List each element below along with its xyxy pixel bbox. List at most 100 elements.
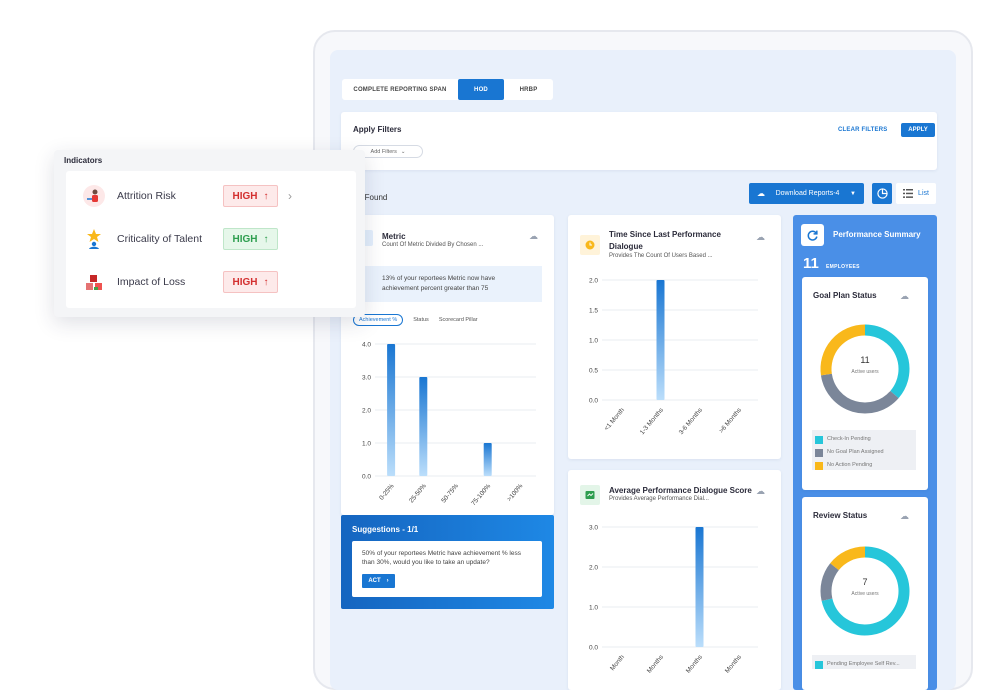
time-subtitle: Provides The Count Of Users Based ... [609,253,713,259]
download-reports-button[interactable]: ☁ Download Reports-4 ▼ [749,183,864,204]
suggestions-title: Suggestions - 1/1 [352,525,419,534]
employee-count-label: EMPLOYEES [826,264,860,270]
act-label: ACT [368,578,381,584]
clear-filters-button[interactable]: CLEAR FILTERS [838,127,888,133]
clock-icon [580,235,600,255]
blocks-icon [86,275,102,290]
y-tick-label: 1.0 [589,338,598,345]
x-tick-label: Months [646,653,666,674]
metric-subtitle: Count Of Metric Divided By Chosen ... [382,242,484,248]
chart-view-button[interactable] [872,183,892,204]
bar[interactable] [656,280,665,400]
legend-item: Check-In Pending [815,433,913,446]
x-tick-label: 0-25% [378,483,396,502]
high-badge: HIGH ↑ [223,185,278,207]
tab-hrbp[interactable]: HRBP [519,86,538,93]
review-status-card: Review Status ☁ 7 Active users Pending E… [802,497,928,690]
bar[interactable] [419,377,428,476]
legend-item: Pending Employee Self Rev... [815,658,913,671]
indicator-criticality-of-talent[interactable]: Criticality of Talent HIGH ↑ [66,219,356,259]
x-tick-label: 75-100% [470,483,492,505]
cloud-download-icon[interactable]: ☁ [756,486,765,496]
time-bar-chart: 0.0 0.5 1.0 1.5 2.0 <1 Month 1-3 Months 3-6 Mon… [589,278,758,436]
review-legend: Pending Employee Self Rev... [812,655,916,669]
metric-tabs: Achievement % Status Scorecard Pillar [353,314,478,326]
review-status-donut [820,546,910,636]
y-tick-label: 2.0 [589,278,598,285]
donut-slice[interactable] [820,324,866,376]
dashboard-screen: COMPLETE REPORTING SPAN HOD HRBP Apply F… [330,50,956,690]
cloud-download-icon[interactable]: ☁ [529,231,538,241]
y-tick-label: 0.0 [362,474,371,481]
y-tick-label: 2.0 [589,565,598,572]
badge-label: HIGH [232,233,258,245]
arrow-up-icon: ↑ [263,233,269,245]
goal-plan-center-label: Active users [851,369,879,375]
y-tick-label: 1.0 [362,441,371,448]
pie-chart-icon [876,188,888,199]
indicators-title: Indicators [64,156,103,165]
chevron-right-icon: › [386,578,389,584]
metric-note: 13% of your reportees Metric now have ac… [356,266,542,302]
legend-item: No Goal Plan Assigned [815,446,913,459]
review-status-title: Review Status [813,511,868,520]
legend-label: No Action Pending [827,462,873,468]
indicator-label: Criticality of Talent [117,233,203,245]
metric-note-text: 13% of your reportees Metric now have ac… [382,275,496,292]
x-tick-label: 1-3 Months [639,406,666,436]
suggestions-panel: Suggestions - 1/1 50% of your reportees … [341,515,554,609]
tab-achievement[interactable]: Achievement % [353,314,404,326]
suggestion-card: 50% of your reportees Metric have achiev… [352,541,542,597]
indicator-label: Attrition Risk [117,190,176,202]
indicator-attrition-risk[interactable]: Attrition Risk HIGH ↑ › [66,176,356,216]
download-reports-label: Download Reports-4 [775,190,840,197]
act-button[interactable]: ACT › [362,574,395,588]
legend-swatch [815,461,823,470]
goal-plan-legend: Check-In Pending No Goal Plan Assigned N… [812,430,916,470]
score-icon [580,485,600,505]
x-tick-label: <1 Month [603,407,626,433]
tab-complete-reporting-span[interactable]: COMPLETE REPORTING SPAN [353,86,447,93]
time-title-line1: Time Since Last Performance [609,230,721,239]
x-tick-label: Months [685,653,705,674]
high-badge: HIGH ↑ [223,271,278,293]
donut-slice[interactable] [820,373,899,414]
add-filters-label: Add Filters [370,148,397,155]
legend-swatch [815,660,823,669]
list-view-button[interactable]: List [896,183,936,204]
refresh-icon [801,224,824,246]
goal-plan-status-card: Goal Plan Status ☁ 11 Active users Check… [802,277,928,490]
bar[interactable] [387,344,396,476]
chevron-down-icon: ⌄ [400,148,406,155]
cloud-download-icon[interactable]: ☁ [900,291,909,301]
donut-slice[interactable] [830,546,866,571]
bar[interactable] [695,527,704,647]
badge-label: HIGH [232,276,258,288]
y-tick-label: 1.5 [589,308,598,315]
goal-plan-donut [820,324,910,414]
x-tick-label: >100% [506,483,525,503]
time-title-line2: Dialogue [609,242,643,251]
indicators-list: Attrition Risk HIGH ↑ › Criticality of T… [66,171,356,308]
arrow-up-icon: ↑ [263,190,269,202]
tab-scorecard-pillar[interactable]: Scorecard Pillar [438,317,478,323]
tab-hod[interactable]: HOD [458,79,504,100]
cloud-download-icon[interactable]: ☁ [756,232,765,242]
avg-title: Average Performance Dialogue Score [609,486,752,495]
x-tick-label: 25-50% [408,483,428,505]
chevron-right-icon[interactable]: › [288,189,292,203]
star-person-icon [87,229,101,249]
x-tick-label: 50-75% [440,483,460,505]
indicator-impact-of-loss[interactable]: Impact of Loss HIGH ↑ [66,262,356,302]
cloud-download-icon[interactable]: ☁ [900,511,909,521]
suggestion-text: 50% of your reportees Metric have achiev… [362,550,521,566]
apply-button[interactable]: APPLY [901,123,935,137]
cloud-download-icon: ☁ [757,189,765,198]
arrow-up-icon: ↑ [263,276,269,288]
tab-status[interactable]: Status [413,317,429,323]
bar[interactable] [483,443,492,476]
donut-slice[interactable] [821,546,910,636]
donut-slice[interactable] [864,324,910,399]
goal-plan-center-value: 11 [860,355,870,365]
donut-slice[interactable] [820,563,839,601]
